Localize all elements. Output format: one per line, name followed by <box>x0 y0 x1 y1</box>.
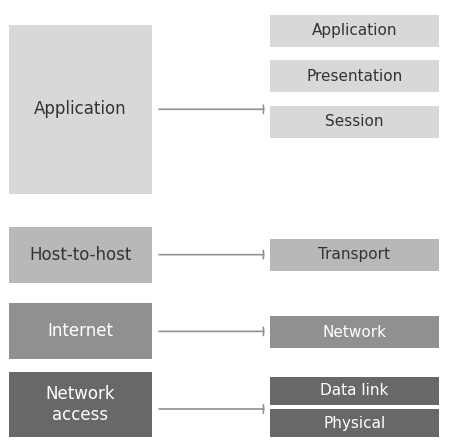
Text: Presentation: Presentation <box>306 69 403 84</box>
Text: Transport: Transport <box>318 247 390 262</box>
FancyBboxPatch shape <box>270 409 439 437</box>
FancyBboxPatch shape <box>9 372 152 437</box>
FancyBboxPatch shape <box>9 303 152 359</box>
Text: Network
access: Network access <box>46 385 115 424</box>
Text: Network: Network <box>323 325 386 340</box>
Text: Application: Application <box>34 100 127 118</box>
FancyBboxPatch shape <box>270 106 439 138</box>
FancyBboxPatch shape <box>270 60 439 92</box>
FancyBboxPatch shape <box>9 227 152 283</box>
Text: Application: Application <box>312 23 397 38</box>
FancyBboxPatch shape <box>270 316 439 348</box>
FancyBboxPatch shape <box>9 25 152 194</box>
FancyBboxPatch shape <box>270 15 439 47</box>
FancyBboxPatch shape <box>270 377 439 405</box>
Text: Physical: Physical <box>323 416 386 430</box>
Text: Data link: Data link <box>320 384 389 398</box>
Text: Session: Session <box>325 114 384 129</box>
Text: Internet: Internet <box>48 322 113 340</box>
Text: Host-to-host: Host-to-host <box>29 246 131 264</box>
FancyBboxPatch shape <box>270 239 439 271</box>
